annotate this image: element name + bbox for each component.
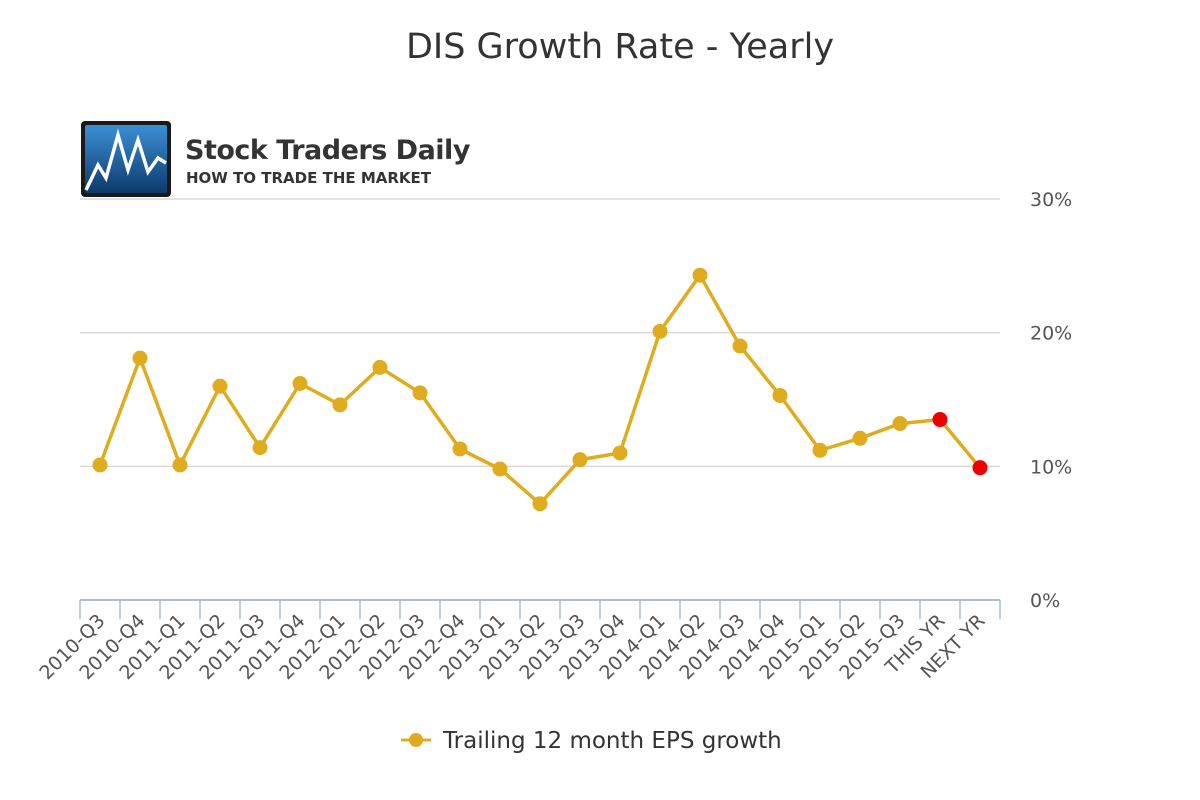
data-point bbox=[652, 323, 668, 339]
data-point bbox=[412, 385, 428, 401]
data-point bbox=[612, 445, 628, 461]
data-point bbox=[452, 441, 468, 457]
data-point bbox=[212, 378, 228, 394]
y-tick-label: 0% bbox=[1030, 590, 1060, 612]
grid-lines bbox=[80, 198, 1000, 468]
x-axis: 2010-Q32010-Q42011-Q12011-Q22011-Q32011-… bbox=[35, 599, 1001, 684]
series-lines bbox=[98, 273, 982, 506]
stock-line-icon bbox=[84, 128, 167, 191]
data-point bbox=[172, 457, 188, 473]
data-point bbox=[772, 387, 788, 403]
y-tick-label: 10% bbox=[1030, 456, 1072, 478]
logo-name: Stock Traders Daily bbox=[185, 135, 471, 166]
series-points bbox=[92, 267, 988, 512]
legend-label: Trailing 12 month EPS growth bbox=[442, 728, 782, 754]
stock-traders-daily-logo: Stock Traders Daily HOW TO TRADE THE MAR… bbox=[81, 121, 471, 197]
logo-tagline: HOW TO TRADE THE MARKET bbox=[186, 169, 432, 187]
data-point bbox=[132, 350, 148, 366]
data-point bbox=[852, 430, 868, 446]
legend[interactable]: Trailing 12 month EPS growth bbox=[401, 728, 782, 754]
y-axis-ticks: 0% 10% 20% 30% bbox=[1030, 189, 1072, 612]
data-point bbox=[732, 338, 748, 354]
chart-title: DIS Growth Rate - Yearly bbox=[406, 27, 834, 67]
data-point bbox=[572, 452, 588, 468]
data-point bbox=[972, 460, 988, 476]
data-point bbox=[92, 457, 108, 473]
data-point bbox=[892, 416, 908, 432]
data-point bbox=[692, 267, 708, 283]
eps-growth-line bbox=[98, 273, 982, 506]
data-point bbox=[252, 440, 268, 456]
data-point bbox=[492, 461, 508, 477]
data-point bbox=[812, 442, 828, 458]
data-point bbox=[532, 496, 548, 512]
data-point bbox=[332, 397, 348, 413]
data-point bbox=[372, 359, 388, 375]
data-point bbox=[932, 412, 948, 428]
y-tick-label: 20% bbox=[1030, 323, 1072, 345]
y-tick-label: 30% bbox=[1030, 189, 1072, 211]
data-point bbox=[292, 375, 308, 391]
legend-dot-marker bbox=[409, 733, 423, 747]
